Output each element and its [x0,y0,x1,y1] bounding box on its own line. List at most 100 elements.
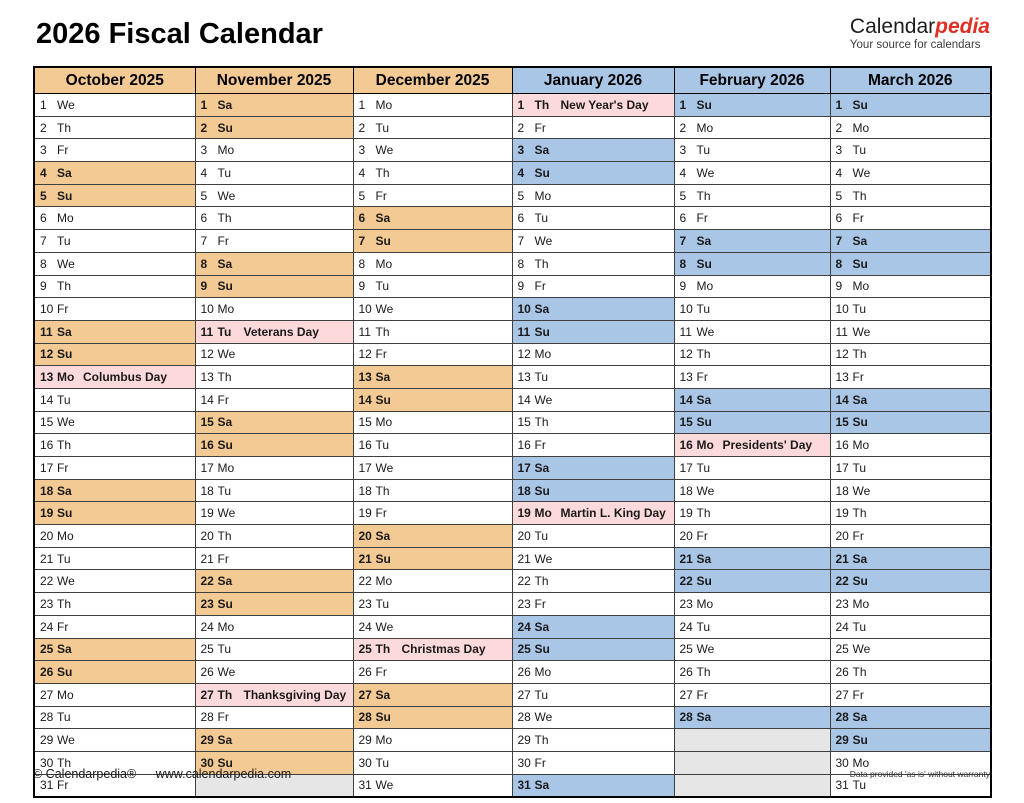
calendarpedia-logo: Calendarpedia Your source for calendars [850,15,990,51]
month-header-cell: November 2025 [194,66,354,94]
day-cell: 28 We [511,705,675,730]
weekday-abbr: Su [534,165,550,180]
day-cell: 2 Th [33,115,196,140]
day-cell: 24 We [352,614,513,639]
weekday-abbr: Th [217,211,232,226]
day-cell: 16 Mo [829,433,992,457]
day-cell: 14 Sa [829,387,992,412]
weekday-abbr: Sa [217,415,233,430]
table-row: 20 Mo 20 Th 20 Sa 20 Tu 20 Fr 20 Fr [33,524,992,548]
day-cell: 13 Sa [352,365,513,389]
weekday-abbr: Mo [57,211,74,226]
month-header-cell: March 2026 [829,66,992,94]
day-cell: 26 Su [33,660,196,684]
day-number: 25 [200,642,214,657]
day-number: 23 [358,596,372,611]
day-number: 14 [517,392,531,407]
weekday-abbr: Mo [852,596,870,611]
weekday-abbr: Fr [375,506,387,521]
day-number: 13 [40,370,54,385]
table-row: 10 Fr 10 Mo 10 We 10 Sa 10 Tu 10 Tu [33,297,992,321]
day-number: 20 [679,528,693,543]
day-cell: 16 Su [194,433,354,457]
day-number: 6 [40,211,47,226]
weekday-abbr: We [57,256,75,271]
day-cell: 1 Th New Year's Day [511,93,675,117]
weekday-abbr: Fr [534,596,546,611]
weekday-abbr: Th [696,188,711,203]
day-cell: 5 Fr [352,183,513,208]
day-cell: 24 Mo [194,614,354,639]
day-number: 25 [40,642,54,657]
empty-cell [673,773,831,798]
logo-wordmark-red: pedia [935,15,990,38]
weekday-abbr: Tu [217,165,232,180]
day-number: 15 [40,415,54,430]
holiday-label: Veterans Day [243,324,319,339]
weekday-abbr: We [696,324,715,339]
day-number: 27 [200,687,214,702]
day-number: 13 [200,370,214,385]
weekday-abbr: Sa [57,483,72,498]
day-cell: 22 Mo [352,569,513,594]
day-number: 25 [517,642,531,657]
day-cell: 22 We [33,569,196,594]
day-cell: 9 Fr [511,274,675,299]
day-cell: 12 Th [673,342,831,367]
day-number: 27 [679,687,693,702]
weekday-abbr: Mo [57,370,75,385]
weekday-abbr: Fr [534,120,546,135]
day-number: 30 [835,755,849,770]
day-number: 28 [40,710,54,725]
day-number: 2 [200,120,208,135]
day-cell: 17 Mo [194,456,354,480]
weekday-abbr: Tu [217,324,232,339]
day-number: 6 [835,211,843,226]
weekday-abbr: We [852,165,871,180]
day-number: 27 [517,687,531,702]
weekday-abbr: Fr [852,687,864,702]
weekday-abbr: Fr [217,392,229,407]
day-number: 4 [835,165,843,180]
weekday-abbr: Sa [534,302,550,317]
day-cell: 7 Sa [673,229,831,253]
weekday-abbr: Su [57,188,73,203]
day-number: 19 [358,506,372,521]
day-cell: 2 Fr [511,115,675,140]
day-number: 17 [40,460,54,475]
day-cell: 9 Tu [352,274,513,299]
weekday-abbr: Mo [696,438,714,453]
day-number: 1 [679,97,687,112]
day-cell: 17 Sa [511,456,675,480]
day-number: 11 [358,324,371,339]
weekday-abbr: Tu [375,596,390,611]
weekday-abbr: Th [852,506,867,521]
day-cell: 24 Fr [33,614,196,639]
day-cell: 27 Sa [352,682,513,707]
weekday-abbr: Mo [696,120,714,135]
weekday-abbr: Mo [852,120,870,135]
day-cell: 11 Th [352,319,513,344]
day-number: 24 [835,619,849,634]
month-header-cell: February 2026 [673,66,831,94]
weekday-abbr: Tu [696,460,711,475]
weekday-abbr: Th [217,687,233,702]
day-cell: 7 Su [352,229,513,253]
weekday-abbr: Sa [852,392,868,407]
weekday-abbr: Su [217,279,233,294]
day-cell: 6 Sa [352,206,513,231]
day-cell: 12 Fr [352,342,513,367]
weekday-abbr: Fr [696,211,708,226]
day-number: 8 [517,256,525,271]
day-cell: 10 Tu [829,297,992,321]
day-cell: 27 Mo [33,682,196,707]
day-cell: 15 Sa [194,410,354,435]
day-cell: 23 Fr [511,592,675,616]
day-cell: 11 Tu Veterans Day [194,319,354,344]
day-cell: 13 Tu [511,365,675,389]
day-cell: 20 Sa [352,524,513,548]
day-cell: 6 Fr [673,206,831,231]
weekday-abbr: We [217,347,236,362]
day-cell: 14 Sa [673,387,831,412]
footer-website-link[interactable]: www.calendarpedia.com [155,767,292,781]
